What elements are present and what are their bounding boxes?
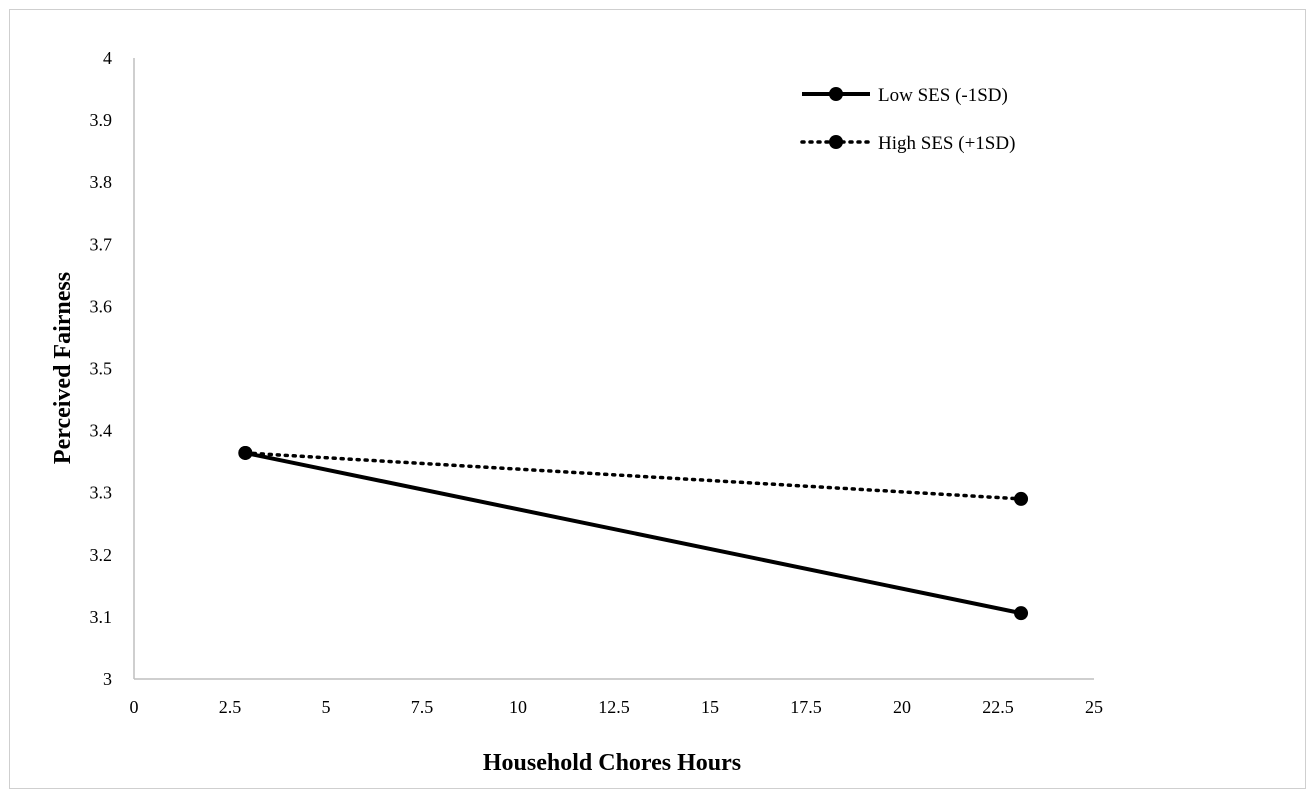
y-tick-label: 3.8: [90, 172, 113, 192]
legend-label: High SES (+1SD): [878, 133, 1015, 154]
y-tick-label: 3.2: [90, 545, 113, 565]
x-axis-title: Household Chores Hours: [483, 750, 741, 776]
y-axis-title: Perceived Fairness: [50, 272, 76, 464]
legend-marker: [829, 135, 843, 149]
data-point: [238, 445, 253, 460]
legend-marker: [829, 87, 843, 101]
y-tick-label: 3: [103, 669, 112, 689]
legend-label: Low SES (-1SD): [878, 85, 1008, 106]
x-tick-label: 15: [701, 697, 719, 717]
x-tick-label: 5: [322, 697, 331, 717]
series-line-high-ses: [243, 451, 1023, 501]
data-point: [1014, 606, 1029, 621]
data-point: [1014, 491, 1029, 506]
x-tick-label: 0: [130, 697, 139, 717]
y-tick-label: 3.9: [90, 110, 113, 130]
x-tick-label: 25: [1085, 697, 1103, 717]
x-tick-label: 10: [509, 697, 527, 717]
chart-frame: [9, 9, 1306, 789]
series-line-low-ses: [244, 450, 1022, 616]
x-tick-label: 17.5: [790, 697, 822, 717]
x-tick-labels: 0 2.5 5 7.5 10 12.5 15 17.5 20 22.5 25: [130, 697, 1104, 717]
x-tick-label: 22.5: [982, 697, 1014, 717]
series-group: [238, 445, 1029, 621]
x-tick-label: 20: [893, 697, 911, 717]
y-tick-labels: 3 3.1 3.2 3.3 3.4 3.5 3.6 3.7 3.8 3.9 4: [90, 48, 113, 689]
x-tick-label: 2.5: [219, 697, 242, 717]
y-tick-label: 3.1: [90, 607, 113, 627]
y-tick-label: 3.6: [90, 296, 113, 316]
x-tick-label: 12.5: [598, 697, 630, 717]
y-tick-label: 3.4: [90, 421, 113, 441]
legend: Low SES (-1SD) High SES (+1SD): [800, 85, 1015, 154]
x-tick-label: 7.5: [411, 697, 434, 717]
y-tick-label: 4: [103, 48, 112, 68]
axes: [133, 58, 1094, 680]
y-tick-label: 3.3: [90, 483, 113, 503]
y-tick-label: 3.5: [90, 359, 113, 379]
y-tick-label: 3.7: [90, 234, 113, 254]
